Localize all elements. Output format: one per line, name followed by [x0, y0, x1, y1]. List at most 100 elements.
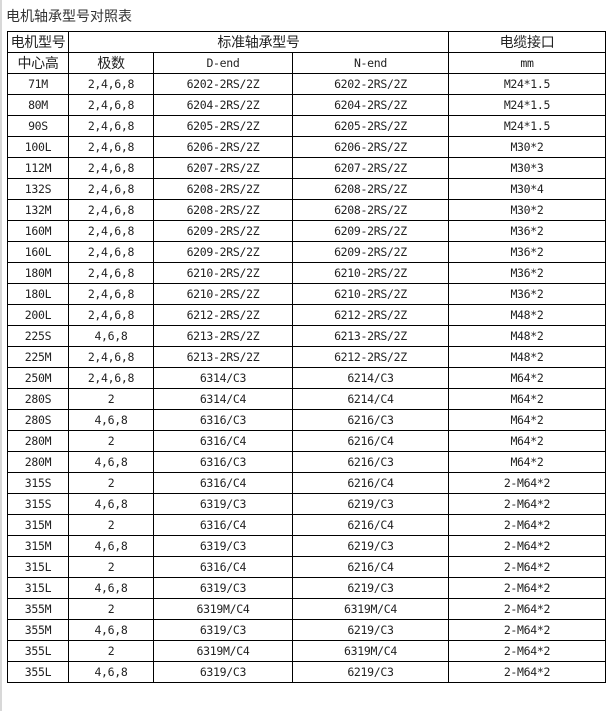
n-end-cell: 6319M/C4 [292, 640, 449, 662]
n-end-cell: 6212-2RS/2Z [292, 346, 449, 368]
n-end-cell: 6219/C3 [292, 493, 449, 515]
left-border [0, 0, 2, 711]
frame-cell: 280M [7, 430, 69, 452]
cable-gland-cell: M64*2 [448, 430, 606, 452]
d-end-cell: 6204-2RS/2Z [153, 94, 293, 116]
poles-cell: 2,4,6,8 [68, 94, 154, 116]
poles-cell: 2,4,6,8 [68, 115, 154, 137]
cable-gland-cell: M24*1.5 [448, 115, 606, 137]
page-title: 电机轴承型号对照表 [6, 9, 132, 25]
n-end-cell: 6216/C4 [292, 556, 449, 578]
cable-gland-cell: M36*2 [448, 262, 606, 284]
table-row: 225M 2,4,6,8 6213-2RS/2Z 6212-2RS/2Z M48*2 [7, 346, 606, 368]
cable-gland-cell: M36*2 [448, 241, 606, 263]
poles-cell: 2,4,6,8 [68, 157, 154, 179]
table-row: 355L 4,6,8 6319/C3 6219/C3 2-M64*2 [7, 661, 606, 683]
frame-cell: 80M [7, 94, 69, 116]
cable-gland-cell: M64*2 [448, 367, 606, 389]
frame-cell: 315L [7, 577, 69, 599]
poles-cell: 2,4,6,8 [68, 346, 154, 368]
frame-cell: 71M [7, 73, 69, 95]
cable-gland-cell: M64*2 [448, 451, 606, 473]
table-row: 71M 2,4,6,8 6202-2RS/2Z 6202-2RS/2Z M24*1.5 [7, 73, 606, 95]
table-row: 315L 4,6,8 6319/C3 6219/C3 2-M64*2 [7, 577, 606, 599]
frame-cell: 200L [7, 304, 69, 326]
n-end-cell: 6219/C3 [292, 619, 449, 641]
table-row: 160M 2,4,6,8 6209-2RS/2Z 6209-2RS/2Z M36*2 [7, 220, 606, 242]
frame-cell: 315M [7, 514, 69, 536]
poles-cell: 4,6,8 [68, 451, 154, 473]
n-end-cell: 6219/C3 [292, 577, 449, 599]
poles-cell: 2 [68, 598, 154, 620]
d-end-cell: 6212-2RS/2Z [153, 304, 293, 326]
frame-cell: 180M [7, 262, 69, 284]
cable-gland-cell: 2-M64*2 [448, 619, 606, 641]
d-end-cell: 6316/C4 [153, 430, 293, 452]
table-row: 132S 2,4,6,8 6208-2RS/2Z 6208-2RS/2Z M30*4 [7, 178, 606, 200]
table-row: 112M 2,4,6,8 6207-2RS/2Z 6207-2RS/2Z M30*3 [7, 157, 606, 179]
poles-cell: 4,6,8 [68, 409, 154, 431]
n-end-cell: 6216/C3 [292, 409, 449, 431]
cable-gland-cell: M48*2 [448, 346, 606, 368]
cable-gland-cell: 2-M64*2 [448, 577, 606, 599]
poles-cell: 4,6,8 [68, 619, 154, 641]
poles-cell: 4,6,8 [68, 535, 154, 557]
cable-gland-cell: M48*2 [448, 325, 606, 347]
table-row: 355M 2 6319M/C4 6319M/C4 2-M64*2 [7, 598, 606, 620]
poles-cell: 2,4,6,8 [68, 73, 154, 95]
frame-cell: 225S [7, 325, 69, 347]
cable-gland-cell: M48*2 [448, 304, 606, 326]
cable-gland-cell: 2-M64*2 [448, 661, 606, 683]
poles-cell: 2 [68, 430, 154, 452]
poles-cell: 4,6,8 [68, 577, 154, 599]
frame-cell: 315S [7, 472, 69, 494]
frame-cell: 355L [7, 640, 69, 662]
poles-cell: 2,4,6,8 [68, 136, 154, 158]
table-row: 180L 2,4,6,8 6210-2RS/2Z 6210-2RS/2Z M36*2 [7, 283, 606, 305]
table-row: 315M 2 6316/C4 6216/C4 2-M64*2 [7, 514, 606, 536]
d-end-cell: 6316/C4 [153, 472, 293, 494]
n-end-cell: 6216/C4 [292, 430, 449, 452]
frame-cell: 180L [7, 283, 69, 305]
d-end-cell: 6206-2RS/2Z [153, 136, 293, 158]
header-cable-gland: 电缆接口 [448, 31, 606, 53]
table-row: 355L 2 6319M/C4 6319M/C4 2-M64*2 [7, 640, 606, 662]
n-end-cell: 6213-2RS/2Z [292, 325, 449, 347]
cable-gland-cell: M30*2 [448, 199, 606, 221]
poles-cell: 2 [68, 388, 154, 410]
table-row: 132M 2,4,6,8 6208-2RS/2Z 6208-2RS/2Z M30*2 [7, 199, 606, 221]
d-end-cell: 6205-2RS/2Z [153, 115, 293, 137]
table-row: 280M 4,6,8 6316/C3 6216/C3 M64*2 [7, 451, 606, 473]
cable-gland-cell: M36*2 [448, 283, 606, 305]
d-end-cell: 6319M/C4 [153, 598, 293, 620]
d-end-cell: 6319/C3 [153, 661, 293, 683]
frame-cell: 132S [7, 178, 69, 200]
poles-cell: 2,4,6,8 [68, 220, 154, 242]
poles-cell: 4,6,8 [68, 493, 154, 515]
n-end-cell: 6204-2RS/2Z [292, 94, 449, 116]
cable-gland-cell: M30*4 [448, 178, 606, 200]
d-end-cell: 6316/C3 [153, 451, 293, 473]
poles-cell: 2,4,6,8 [68, 262, 154, 284]
n-end-cell: 6216/C4 [292, 472, 449, 494]
poles-cell: 2 [68, 514, 154, 536]
frame-cell: 280S [7, 388, 69, 410]
header-d-end: D-end [153, 52, 293, 74]
cable-gland-cell: M30*2 [448, 136, 606, 158]
d-end-cell: 6213-2RS/2Z [153, 325, 293, 347]
table-row: 200L 2,4,6,8 6212-2RS/2Z 6212-2RS/2Z M48*2 [7, 304, 606, 326]
d-end-cell: 6202-2RS/2Z [153, 73, 293, 95]
n-end-cell: 6209-2RS/2Z [292, 220, 449, 242]
cable-gland-cell: 2-M64*2 [448, 493, 606, 515]
cable-gland-cell: 2-M64*2 [448, 640, 606, 662]
cable-gland-cell: 2-M64*2 [448, 535, 606, 557]
frame-cell: 355L [7, 661, 69, 683]
n-end-cell: 6210-2RS/2Z [292, 283, 449, 305]
n-end-cell: 6214/C3 [292, 367, 449, 389]
n-end-cell: 6208-2RS/2Z [292, 178, 449, 200]
frame-cell: 355M [7, 619, 69, 641]
frame-cell: 160L [7, 241, 69, 263]
poles-cell: 2,4,6,8 [68, 178, 154, 200]
cable-gland-cell: M24*1.5 [448, 94, 606, 116]
table-row: 315L 2 6316/C4 6216/C4 2-M64*2 [7, 556, 606, 578]
